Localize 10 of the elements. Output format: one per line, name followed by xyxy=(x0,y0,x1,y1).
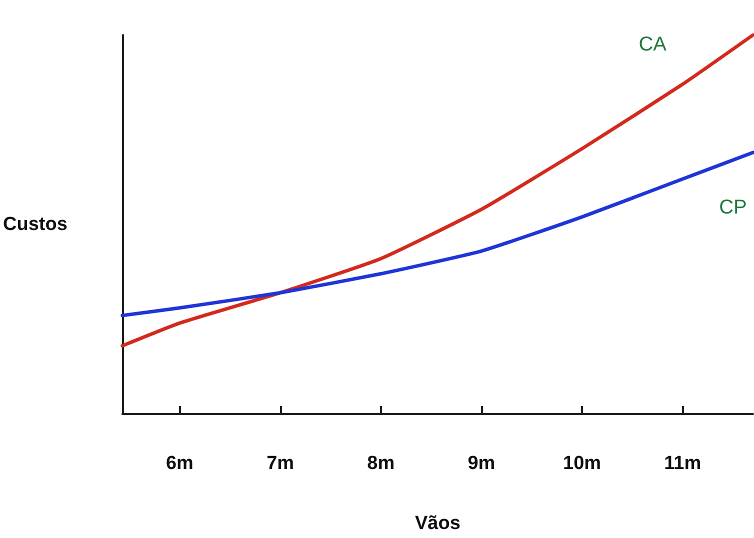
x-tick-label: 10m xyxy=(563,453,602,474)
series-label: CP xyxy=(719,196,747,218)
x-tick-label: 11m xyxy=(664,453,702,474)
y-axis-title: Custos xyxy=(2,214,68,235)
x-axis-title: Vãos xyxy=(414,513,460,534)
series-label: CA xyxy=(638,33,668,56)
x-tick-label: 9m xyxy=(468,453,496,474)
x-tick-label: 7m xyxy=(266,453,294,474)
x-tick-label: 6m xyxy=(166,453,194,474)
x-tick-label: 8m xyxy=(367,453,395,474)
